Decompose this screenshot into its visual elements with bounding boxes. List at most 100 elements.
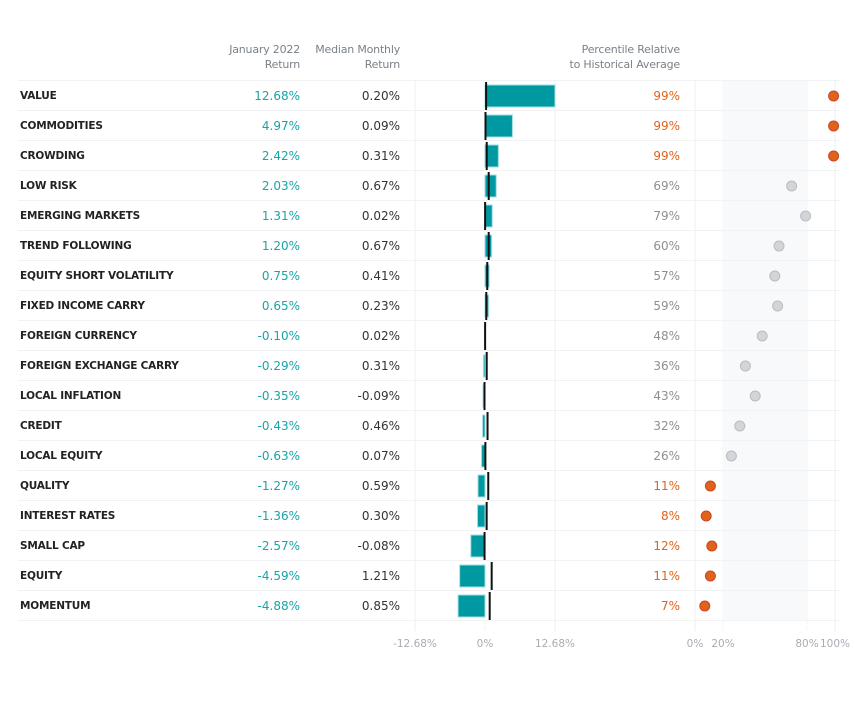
median-return-value: 0.02% — [361, 209, 400, 223]
row-divider — [18, 140, 840, 141]
percentile-value: 99% — [653, 149, 680, 163]
median-return-value: 0.07% — [361, 449, 400, 463]
table-row: CREDIT -0.43% 0.46% 32% — [0, 411, 855, 441]
january-return-value: -1.36% — [257, 509, 300, 523]
table-row: CROWDING 2.42% 0.31% 99% — [0, 141, 855, 171]
median-return-value: 0.23% — [361, 299, 400, 313]
percentile-dot — [769, 270, 781, 282]
factor-name: EQUITY — [20, 570, 63, 582]
return-bar — [484, 144, 499, 168]
percentile-dot — [800, 210, 812, 222]
row-divider — [18, 260, 840, 261]
row-divider — [18, 470, 840, 471]
table-row: LOCAL EQUITY -0.63% 0.07% 26% — [0, 441, 855, 471]
factor-name: LOCAL EQUITY — [20, 450, 103, 462]
median-return-value: 0.46% — [361, 419, 400, 433]
percentile-dot — [704, 570, 716, 582]
median-return-value: 0.02% — [361, 329, 400, 343]
january-return-value: -0.35% — [257, 389, 300, 403]
percentile-value: 11% — [653, 569, 680, 583]
table-row: SMALL CAP -2.57% -0.08% 12% — [0, 531, 855, 561]
median-return-value: 0.59% — [361, 479, 400, 493]
row-divider — [18, 290, 840, 291]
table-row: LOW RISK 2.03% 0.67% 69% — [0, 171, 855, 201]
percentile-dot — [704, 480, 716, 492]
bar-axis-tick-label: 0% — [477, 638, 494, 650]
january-return-value: 2.42% — [261, 149, 300, 163]
factor-name: FOREIGN CURRENCY — [20, 330, 137, 342]
header-median-return-line2: Return — [364, 58, 401, 71]
percentile-value: 60% — [653, 239, 680, 253]
return-bar — [459, 564, 486, 588]
percentile-value: 43% — [653, 389, 680, 403]
table-row: EQUITY -4.59% 1.21% 11% — [0, 561, 855, 591]
table-row: FIXED INCOME CARRY 0.65% 0.23% 59% — [0, 291, 855, 321]
header-percentile: Percentile Relative to Historical Averag… — [520, 42, 680, 72]
percentile-dot — [699, 600, 711, 612]
factor-name: CREDIT — [20, 420, 62, 432]
factor-name: FOREIGN EXCHANGE CARRY — [20, 360, 179, 372]
header-january-return-line1: January 2022 — [229, 43, 300, 56]
row-divider — [18, 560, 840, 561]
percentile-dot — [700, 510, 712, 522]
percentile-dot — [749, 390, 761, 402]
percentile-value: 7% — [660, 599, 680, 613]
median-return-value: 0.30% — [361, 509, 400, 523]
january-return-value: -0.63% — [257, 449, 300, 463]
factor-name: VALUE — [20, 90, 57, 102]
row-divider — [18, 500, 840, 501]
row-divider — [18, 380, 840, 381]
percentile-axis-tick-label: 0% — [687, 638, 704, 650]
percentile-dot — [739, 360, 751, 372]
return-bar — [482, 414, 486, 438]
percentile-value: 32% — [653, 419, 680, 433]
january-return-value: -0.29% — [257, 359, 300, 373]
percentile-dot — [756, 330, 768, 342]
percentile-dot — [725, 450, 737, 462]
percentile-value: 11% — [653, 479, 680, 493]
row-divider — [18, 530, 840, 531]
factor-name: FIXED INCOME CARRY — [20, 300, 145, 312]
table-row: QUALITY -1.27% 0.59% 11% — [0, 471, 855, 501]
percentile-value: 99% — [653, 89, 680, 103]
return-bar — [477, 474, 486, 498]
percentile-dot — [828, 150, 840, 162]
factor-name: EMERGING MARKETS — [20, 210, 140, 222]
percentile-value: 48% — [653, 329, 680, 343]
bar-layer — [457, 82, 556, 620]
tick-layer: -12.68% 0% 12.68% 0% 20% 80% 100% — [393, 638, 850, 650]
january-return-value: 4.97% — [261, 119, 300, 133]
median-return-value: 0.67% — [361, 179, 400, 193]
median-return-value: 0.20% — [361, 89, 400, 103]
factor-name: COMMODITIES — [20, 120, 103, 132]
percentile-dot — [734, 420, 746, 432]
percentile-dot — [786, 180, 798, 192]
table-row: MOMENTUM -4.88% 0.85% 7% — [0, 591, 855, 621]
median-return-value: -0.08% — [357, 539, 400, 553]
percentile-dot — [772, 300, 784, 312]
january-return-value: -1.27% — [257, 479, 300, 493]
factor-name: LOCAL INFLATION — [20, 390, 122, 402]
row-divider — [18, 200, 840, 201]
table-row: LOCAL INFLATION -0.35% -0.09% 43% — [0, 381, 855, 411]
percentile-value: 12% — [653, 539, 680, 553]
median-return-value: 0.67% — [361, 239, 400, 253]
median-return-value: 0.85% — [361, 599, 400, 613]
january-return-value: -0.10% — [257, 329, 300, 343]
january-return-value: 1.31% — [261, 209, 300, 223]
factor-name: TREND FOLLOWING — [20, 240, 132, 252]
median-return-value: 0.31% — [361, 149, 400, 163]
row-divider — [18, 170, 840, 171]
return-bar — [476, 504, 486, 528]
dot-layer — [699, 90, 840, 612]
table-row: COMMODITIES 4.97% 0.09% 99% — [0, 111, 855, 141]
return-bar — [482, 354, 486, 378]
header-divider — [18, 80, 840, 81]
percentile-band-layer — [723, 81, 807, 621]
return-bar — [457, 594, 486, 618]
factor-name: LOW RISK — [20, 180, 77, 192]
factor-name: EQUITY SHORT VOLATILITY — [20, 270, 174, 282]
row-divider — [18, 110, 840, 111]
bar-axis-tick-label: -12.68% — [393, 638, 437, 650]
